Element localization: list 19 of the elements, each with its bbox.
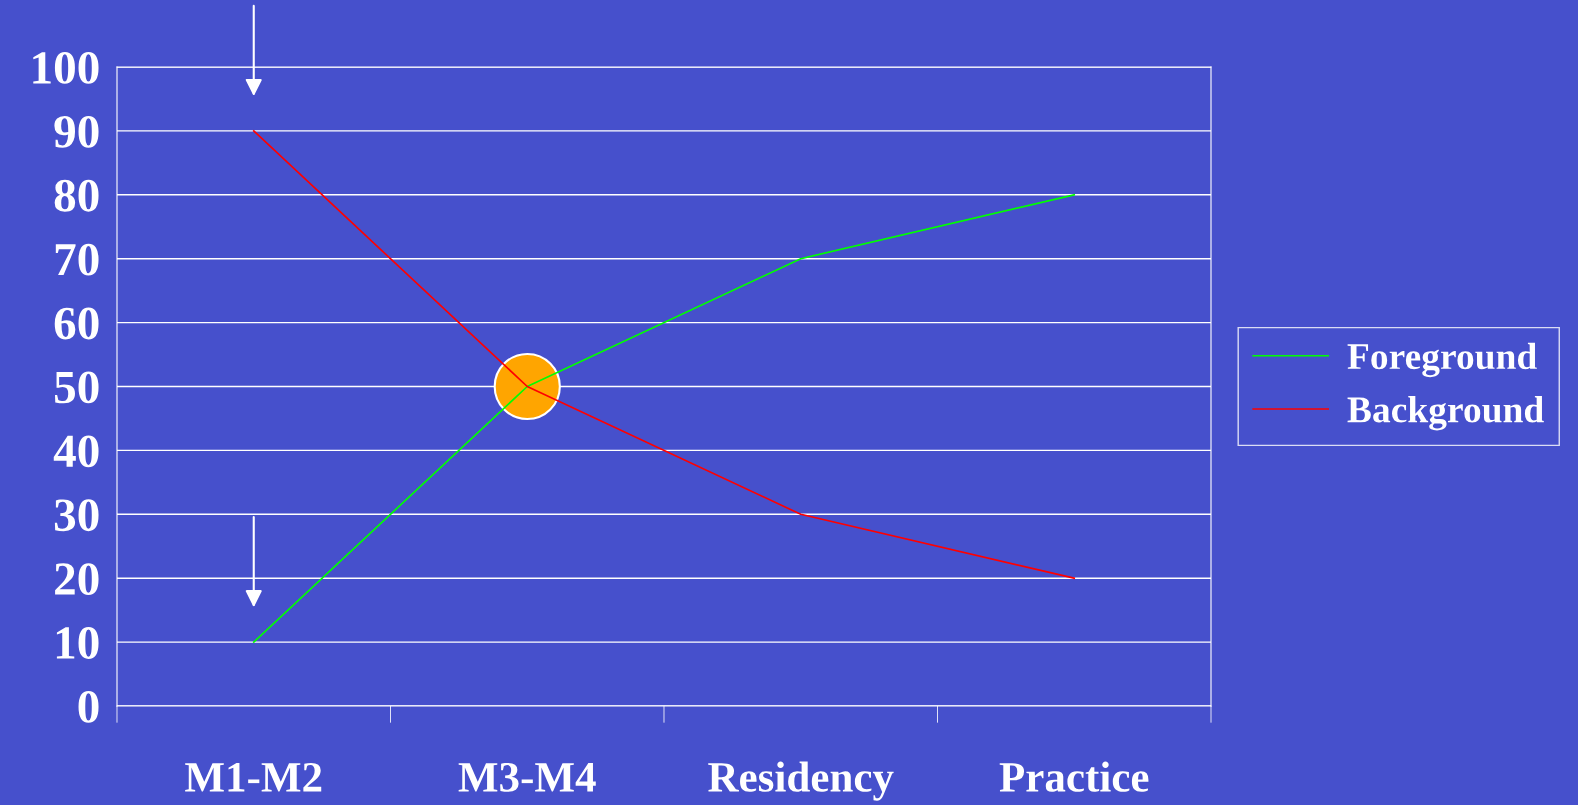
y-tick-label: 30 [54,499,99,532]
y-tick-label: 100 [33,51,99,84]
y-tick-label: 10 [56,627,99,659]
x-tick-label: M3-M4 [458,762,596,792]
legend-label: Background [1347,396,1544,431]
y-tick-label: 0 [78,690,99,723]
line-series [252,193,1076,643]
y-tick-label: 80 [54,179,99,212]
y-tick-label: 50 [55,371,99,404]
legend-label: Foreground [1347,342,1537,378]
y-tick-label: 40 [53,435,99,468]
x-tick-label: Practice [999,761,1149,792]
y-tick-label: 20 [55,563,99,596]
x-tick-label: Residency [708,761,894,801]
x-tick-label: M1-M2 [185,762,322,792]
y-tick-label: 70 [55,243,99,276]
line-series [252,130,1076,580]
y-tick-label: 90 [54,115,99,148]
y-tick-label: 60 [54,307,99,340]
